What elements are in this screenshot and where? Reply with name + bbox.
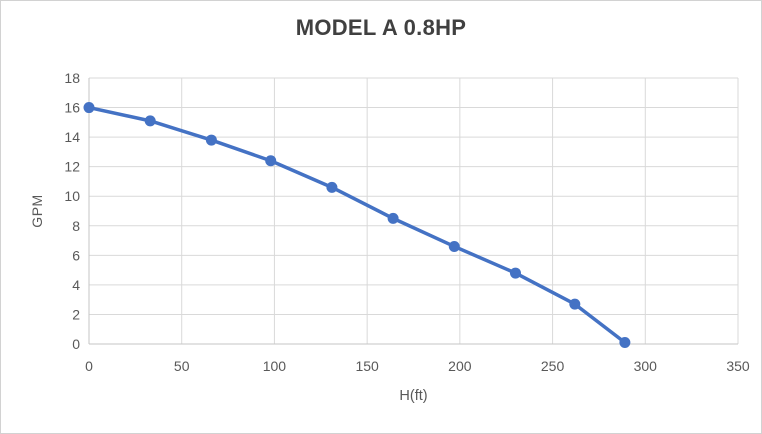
series-line [87,105,627,345]
data-point-marker [387,212,399,224]
x-tick-label: 250 [541,358,565,374]
data-point-marker [83,102,95,114]
y-tick-label: 18 [64,70,80,86]
data-point-marker [619,337,631,349]
data-point-marker [326,181,338,193]
x-tick-label: 50 [174,358,190,374]
y-tick-label: 8 [72,218,80,234]
y-tick-label: 16 [64,100,80,116]
y-tick-label: 2 [72,306,80,322]
data-point-marker [448,240,460,252]
x-tick-label: 100 [263,358,287,374]
data-point-marker [569,298,581,310]
chart-title: MODEL A 0.8HP [295,15,467,40]
x-tick-label: 200 [448,358,472,374]
x-tick-label: 0 [85,358,93,374]
y-tick-label: 0 [72,336,80,352]
data-point-marker [144,115,156,127]
data-point-marker [205,134,217,146]
y-tick-label: 6 [72,247,80,263]
data-point-marker [265,155,277,167]
y-tick-label: 12 [64,159,80,175]
y-axis-title: GPM [29,194,45,228]
x-tick-label: 300 [634,358,658,374]
x-axis-title: H(ft) [399,388,428,404]
x-tick-label: 150 [355,358,379,374]
x-tick-label: 350 [726,358,750,374]
y-tick-label: 4 [72,277,80,293]
data-point-marker [509,267,521,279]
y-tick-label: 14 [64,129,80,145]
y-tick-label: 10 [64,188,80,204]
